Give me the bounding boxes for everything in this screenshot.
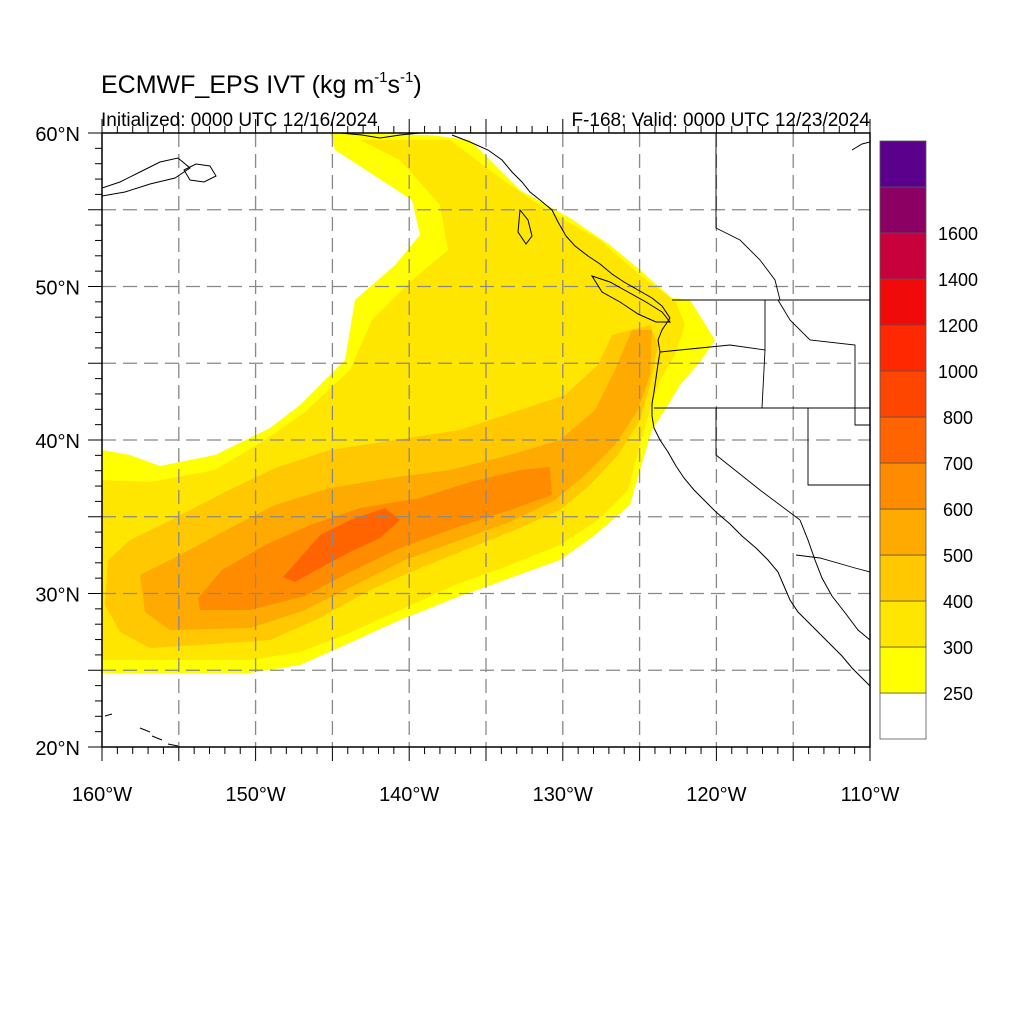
colorbar-label: 1200: [938, 316, 978, 336]
colorbar-swatch: [879, 232, 927, 280]
colorbar-swatch: [879, 324, 927, 372]
baja-gulf-coast: [799, 519, 870, 641]
colorbar-label: 800: [943, 408, 973, 428]
colorbar-swatch: [879, 646, 927, 694]
lat-lon-grid: [102, 133, 870, 747]
idaho-west-border: [761, 300, 766, 409]
alaska-peninsula: [102, 157, 191, 197]
north-america-coast: [451, 134, 870, 687]
colorbar-label: 1600: [938, 224, 978, 244]
colorbar-swatch: [879, 140, 927, 188]
bc-alberta-border: [715, 133, 781, 301]
colorbar-swatch: [879, 278, 927, 326]
colorbar-swatch: [879, 692, 927, 740]
colorbar-swatch: [879, 416, 927, 464]
wa-or-border: [659, 344, 766, 353]
colorbar: 250 300 400 500 600 700 800 1000 1200 1400 1600: [879, 140, 978, 740]
lon-tick-label: 120°W: [686, 784, 746, 806]
colorbar-label: 600: [943, 500, 973, 520]
colorbar-label: 400: [943, 592, 973, 612]
haida-gwaii: [517, 208, 533, 245]
colorbar-swatch: [879, 600, 927, 648]
lat-tick-label: 20°N: [35, 738, 80, 760]
ut-az-border: [807, 408, 870, 486]
lat-tick-label: 30°N: [35, 585, 80, 607]
colorbar-label: 500: [943, 546, 973, 566]
coastlines: [102, 133, 870, 747]
lat-tick-label: 50°N: [35, 278, 80, 300]
axis-tick-labels: 160°W 150°W 140°W 130°W 120°W 110°W 20°N 30°N 40…: [35, 124, 899, 806]
hudson-bay-edge: [851, 141, 870, 151]
lon-tick-label: 140°W: [379, 784, 439, 806]
colorbar-swatch: [879, 554, 927, 602]
colorbar-label: 300: [943, 638, 973, 658]
lon-tick-label: 110°W: [841, 784, 900, 806]
colorbar-swatch: [879, 508, 927, 556]
plot-title: ECMWF_EPS IVT (kg m-1s-1): [101, 69, 422, 99]
lat-tick-label: 60°N: [35, 124, 80, 146]
lon-tick-label: 130°W: [533, 784, 593, 806]
vancouver-island: [590, 275, 672, 323]
montana-border: [777, 299, 870, 426]
colorbar-swatch: [879, 462, 927, 510]
alaska-se-coast: [339, 133, 421, 139]
nevada-west-border: [715, 408, 801, 521]
ivt-band-700: [283, 508, 400, 582]
axis-ticks: [88, 119, 871, 761]
lat-tick-label: 40°N: [35, 431, 80, 453]
colorbar-label: 1000: [938, 362, 978, 382]
us-mexico-border: [795, 554, 870, 573]
colorbar-swatch: [879, 370, 927, 418]
political-borders: [654, 133, 870, 573]
kodiak-island: [183, 163, 217, 183]
hawaii-islands: [104, 713, 179, 747]
valid-time-label: F-168: Valid: 0000 UTC 12/23/2024: [571, 110, 870, 131]
colorbar-swatch: [879, 186, 927, 234]
lon-tick-label: 150°W: [225, 784, 285, 806]
init-time-label: Initialized: 0000 UTC 12/16/2024: [101, 110, 378, 131]
colorbar-label: 1400: [938, 270, 978, 290]
colorbar-label: 700: [943, 454, 973, 474]
colorbar-label: 250: [943, 684, 973, 704]
ivt-shading: [102, 133, 715, 673]
lon-tick-label: 160°W: [72, 784, 132, 806]
